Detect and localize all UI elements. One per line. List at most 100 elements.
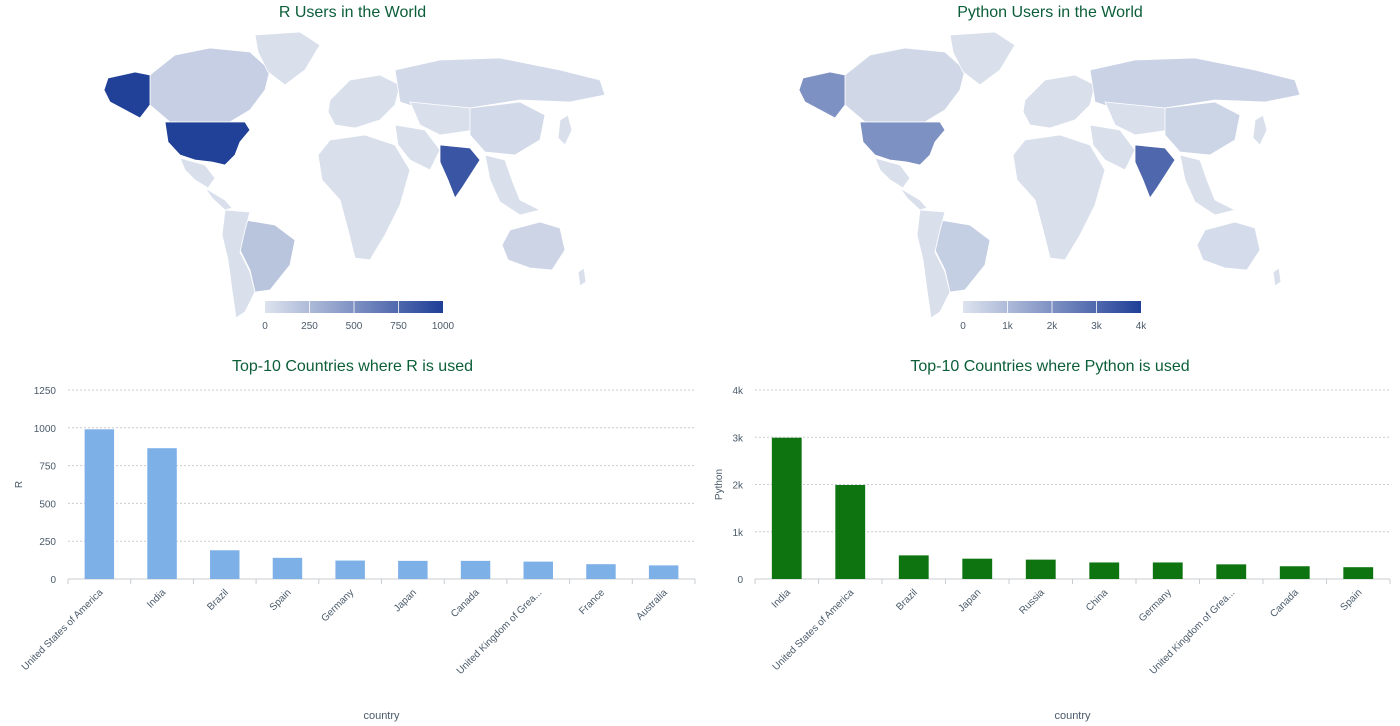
country-shape — [1272, 267, 1282, 287]
country-shape — [469, 101, 546, 156]
y-tick-label: 3k — [732, 433, 744, 444]
country-shape — [394, 124, 441, 171]
country-shape — [204, 187, 233, 211]
colorbar-tick-label: 1k — [1002, 321, 1014, 332]
country-shape — [1252, 114, 1268, 146]
country-shape — [1164, 101, 1241, 156]
x-tick-label: Australia — [634, 587, 670, 623]
country-shape — [1089, 124, 1136, 171]
bar — [272, 557, 303, 579]
x-tick-label: Spain — [1339, 587, 1365, 613]
y-tick-label: 250 — [39, 537, 56, 548]
bar — [962, 558, 993, 579]
bar-panel-python: Top-10 Countries where Python is used 0 1… — [700, 350, 1400, 726]
bar — [1279, 566, 1310, 579]
country-shape — [327, 74, 401, 129]
country-shape — [1134, 144, 1176, 199]
bar — [335, 560, 365, 579]
country-shape — [179, 157, 216, 189]
bar — [648, 565, 679, 579]
bar — [1152, 562, 1183, 579]
y-tick-label: 1000 — [34, 424, 57, 435]
country-shape — [934, 219, 991, 293]
country-shape — [899, 187, 928, 211]
colorbar: 0 1k 2k 3k 4k — [960, 301, 1148, 332]
y-axis-label: Python — [714, 469, 725, 500]
x-axis-label: country — [1054, 710, 1091, 722]
country-shape — [557, 114, 573, 146]
x-tick-label: France — [577, 587, 607, 617]
country-shape — [916, 209, 951, 319]
bar — [84, 429, 115, 579]
world-map[interactable] — [0, 30, 705, 330]
colorbar-tick-label: 2k — [1047, 321, 1059, 332]
bar — [898, 555, 929, 579]
y-axis-label: R — [14, 481, 25, 488]
country-shape — [501, 221, 566, 271]
bar — [460, 560, 491, 579]
country-shape — [221, 209, 256, 319]
y-tick-label: 1k — [732, 528, 744, 539]
colorbar-tick-label: 750 — [390, 321, 407, 332]
bar — [835, 484, 866, 579]
country-shape — [874, 157, 911, 189]
country-shape — [844, 47, 966, 123]
x-tick-label: India — [770, 587, 793, 610]
country-shape — [239, 219, 296, 293]
country-shape — [949, 31, 1016, 86]
colorbar-tick-label: 250 — [301, 321, 318, 332]
country-shape — [103, 71, 151, 119]
colorbar-tick-label: 3k — [1091, 321, 1103, 332]
x-tick-label: Russia — [1017, 587, 1047, 617]
country-shape — [1179, 154, 1237, 216]
bar — [771, 437, 802, 579]
y-tick-label: 0 — [737, 575, 743, 586]
country-shape — [164, 121, 251, 166]
bar — [1089, 562, 1120, 579]
bar — [147, 448, 177, 579]
colorbar: 0 250 500 750 1000 — [262, 301, 455, 332]
country-shape — [577, 267, 587, 287]
bar — [523, 561, 553, 579]
map-title: Python Users in the World — [957, 4, 1143, 21]
bar-chart[interactable]: 0 250 500 750 1000 1250 R United States of Amer… — [0, 380, 705, 726]
country-shape — [149, 47, 271, 123]
colorbar-tick-label: 1000 — [432, 321, 455, 332]
x-tick-label: Japan — [956, 587, 983, 614]
country-shape — [317, 134, 411, 261]
map-title: R Users in the World — [278, 4, 427, 21]
bar — [586, 564, 616, 579]
x-tick-label: India — [145, 587, 168, 610]
world-map[interactable] — [700, 30, 1400, 330]
x-tick-label: Japan — [392, 587, 419, 614]
x-tick-label: Brazil — [894, 587, 919, 612]
x-tick-label: China — [1084, 587, 1111, 614]
chart-title: Top-10 Countries where Python is used — [910, 358, 1190, 375]
y-tick-label: 1250 — [34, 386, 57, 397]
x-axis-label: country — [363, 710, 400, 722]
colorbar-tick-label: 0 — [960, 321, 966, 332]
x-tick-label: Germany — [319, 587, 356, 624]
colorbar-tick-label: 4k — [1136, 321, 1148, 332]
y-tick-label: 0 — [50, 575, 56, 586]
country-shape — [1022, 74, 1096, 129]
bar — [1216, 564, 1247, 579]
x-tick-label: United States of America — [20, 587, 106, 673]
country-shape — [254, 31, 321, 86]
country-shape — [409, 101, 476, 136]
country-shape — [484, 154, 542, 216]
colorbar-tick-label: 0 — [262, 321, 268, 332]
bar-panel-r: Top-10 Countries where R is used 0 250 500… — [0, 350, 705, 726]
bar — [210, 550, 240, 579]
bar — [1343, 567, 1374, 579]
y-tick-label: 500 — [39, 499, 56, 510]
x-tick-label: Canada — [1268, 587, 1301, 620]
bar — [398, 560, 428, 579]
x-tick-label: Spain — [268, 587, 294, 613]
country-shape — [859, 121, 946, 166]
map-panel-python: Python Users in the World 0 1k 2k 3k 4k — [700, 0, 1400, 345]
country-shape — [1196, 221, 1261, 271]
y-tick-label: 4k — [732, 386, 744, 397]
y-tick-label: 750 — [39, 462, 56, 473]
